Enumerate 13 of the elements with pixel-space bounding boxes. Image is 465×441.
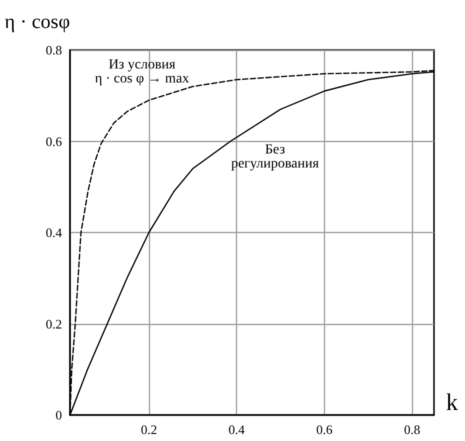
- x-axis-title: k: [446, 390, 458, 416]
- y-tick-label: 0.8: [46, 42, 62, 58]
- x-tick-label: 0.2: [140, 422, 158, 437]
- x-tick-label: 0.4: [228, 422, 246, 437]
- y-tick-label: 0.6: [46, 134, 62, 149]
- x-tick-label: 0.6: [316, 422, 333, 437]
- y-tick-label: 0: [56, 408, 62, 422]
- annotation: Из условия η · cos φ → max: [94, 58, 190, 86]
- x-tick-label: 0.8: [404, 422, 420, 437]
- y-tick-label: 0.2: [46, 316, 62, 332]
- y-axis-title: η · cosφ: [4, 11, 70, 33]
- annotation: Без регулирования: [231, 142, 320, 172]
- y-tick-label: 0.4: [46, 225, 62, 240]
